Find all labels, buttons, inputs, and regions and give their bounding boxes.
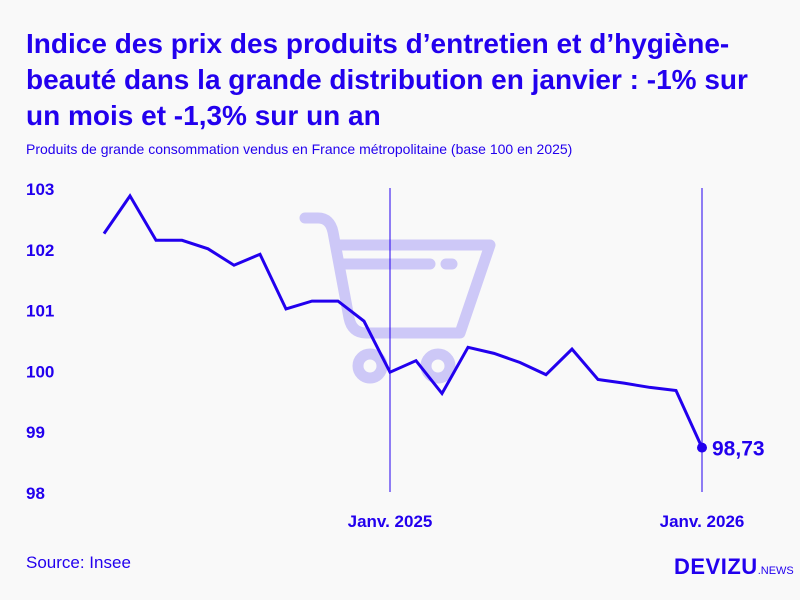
logo-main: DEVIZU [674,554,758,579]
devizu-logo: DEVIZU.NEWS [674,554,794,580]
y-tick-label: 99 [26,423,45,442]
y-tick-label: 100 [26,362,54,381]
x-tick-label: Janv. 2026 [660,512,745,531]
shopping-cart-icon [299,212,496,384]
last-point-marker [697,442,707,453]
chart-title: Indice des prix des produits d’entretien… [26,28,748,131]
series-line [102,193,704,449]
source-note: Source: Insee [26,553,131,572]
chart-subtitle: Produits de grande consommation vendus e… [26,141,573,157]
x-tick-label: Janv. 2025 [348,512,433,531]
y-tick-label: 102 [26,241,54,260]
last-value-label: 98,73 [712,438,765,461]
y-tick-label: 103 [26,180,54,199]
logo-suffix: .NEWS [757,565,794,577]
y-tick-label: 98 [26,484,45,503]
y-tick-label: 101 [26,302,54,321]
